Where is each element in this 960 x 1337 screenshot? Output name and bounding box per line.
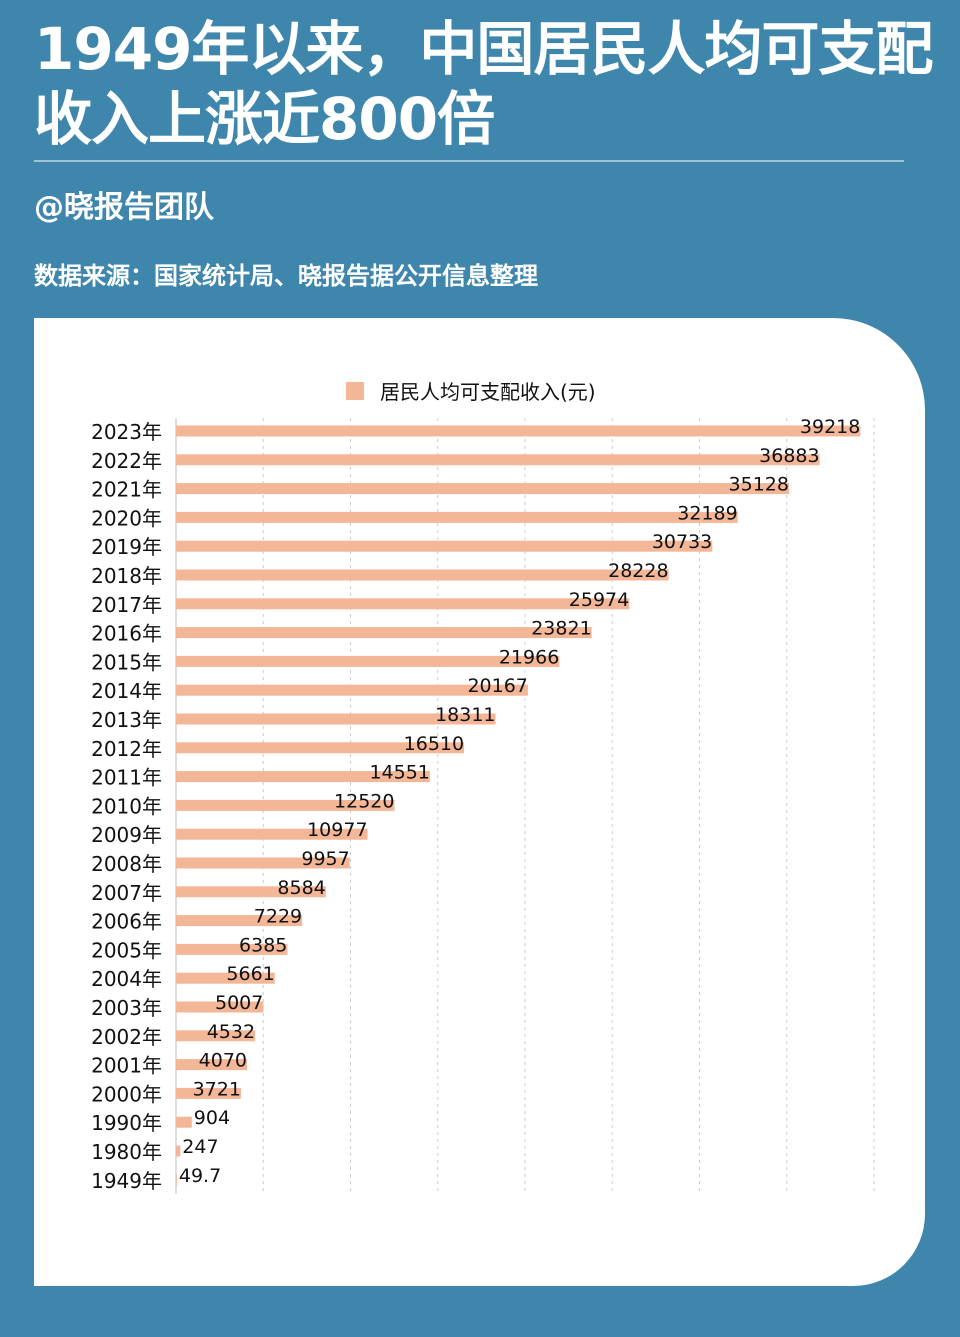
bar: [176, 425, 861, 437]
bar: [176, 598, 630, 610]
author-credit: @晓报告团队: [34, 190, 214, 225]
category-label: 2012年: [91, 737, 162, 761]
category-label: 1949年: [91, 1169, 162, 1193]
data-label: 8584: [277, 877, 325, 899]
data-label: 4532: [207, 1021, 255, 1043]
bar: [176, 972, 275, 984]
page-title: 1949年以来，中国居民人均可支配收入上涨近800倍: [34, 15, 933, 153]
bar-chart: 2023年 39218 2022年 36883 2021年 35128 2020年 32189…: [91, 416, 875, 1194]
category-label: 2005年: [91, 938, 162, 962]
legend-label: 居民人均可支配收入(元): [380, 380, 596, 404]
data-label: 28228: [608, 560, 668, 582]
data-label: 18311: [435, 704, 495, 726]
category-label: 2001年: [91, 1054, 162, 1078]
bar: [176, 915, 303, 927]
bar: [176, 655, 560, 667]
bar: [176, 857, 350, 869]
data-label: 32189: [677, 502, 737, 524]
data-label: 21966: [499, 646, 559, 668]
bar: [176, 828, 368, 840]
bar: [176, 886, 326, 898]
data-label: 7229: [254, 906, 302, 928]
data-label: 30733: [652, 531, 712, 553]
category-label: 2022年: [91, 449, 162, 473]
category-label: 2018年: [91, 564, 162, 588]
data-label: 35128: [729, 474, 789, 496]
category-label: 2006年: [91, 910, 162, 934]
category-label: 2020年: [91, 506, 162, 530]
category-label: 2017年: [91, 593, 162, 617]
category-label: 2009年: [91, 823, 162, 847]
bar: [176, 627, 592, 639]
category-label: 2011年: [91, 766, 162, 790]
data-label: 4070: [199, 1050, 247, 1072]
category-label: 2019年: [91, 535, 162, 559]
data-label: 14551: [369, 762, 429, 784]
legend-swatch: [346, 381, 364, 400]
chart-card: 居民人均可支配收入(元) 2023年 39218 2022年 36883 2021年 35…: [34, 318, 925, 1286]
category-label: 1980年: [91, 1140, 162, 1164]
category-label: 2015年: [91, 650, 162, 674]
data-label: 39218: [800, 416, 860, 438]
data-label: 12520: [334, 790, 394, 812]
category-label: 2007年: [91, 881, 162, 905]
category-label: 2013年: [91, 708, 162, 732]
bar: [176, 569, 669, 581]
data-label: 25974: [569, 589, 629, 611]
bar: [176, 1087, 241, 1099]
data-label: 5661: [226, 963, 274, 985]
bar: [176, 771, 430, 783]
bar: [176, 943, 288, 955]
bar: [176, 540, 713, 552]
bar: [176, 1030, 256, 1042]
title-divider: [34, 160, 904, 162]
data-label: 20167: [467, 675, 527, 697]
bar: [176, 1059, 248, 1071]
bar: [176, 799, 395, 811]
chart-legend: 居民人均可支配收入(元): [346, 376, 596, 405]
category-label: 2008年: [91, 852, 162, 876]
data-label: 23821: [531, 618, 591, 640]
data-label: 49.7: [179, 1165, 221, 1187]
bar: [176, 1001, 264, 1013]
category-label: 2004年: [91, 967, 162, 991]
data-source: 数据来源：国家统计局、晓报告据公开信息整理: [34, 262, 538, 290]
data-label: 6385: [239, 934, 287, 956]
bar: [176, 713, 496, 725]
category-label: 2021年: [91, 478, 162, 502]
data-label: 904: [194, 1107, 230, 1129]
category-label: 2010年: [91, 794, 162, 818]
category-label: 2016年: [91, 622, 162, 646]
category-label: 2014年: [91, 679, 162, 703]
bar: [176, 511, 738, 523]
data-label: 16510: [404, 733, 464, 755]
bar: [176, 454, 820, 466]
bar: [176, 1116, 192, 1128]
data-label: 5007: [215, 992, 263, 1014]
bar: [176, 1174, 177, 1186]
data-label: 10977: [307, 819, 367, 841]
data-label: 3721: [193, 1078, 241, 1100]
category-label: 2023年: [91, 420, 162, 444]
data-label: 247: [182, 1136, 218, 1158]
category-label: 2003年: [91, 996, 162, 1020]
data-label: 9957: [301, 848, 349, 870]
bar: [176, 483, 789, 495]
category-label: 1990年: [91, 1111, 162, 1135]
bar: [176, 684, 528, 696]
data-label: 36883: [759, 445, 819, 467]
bar: [176, 742, 465, 754]
category-label: 2002年: [91, 1025, 162, 1049]
category-label: 2000年: [91, 1082, 162, 1106]
bar: [176, 1145, 181, 1157]
